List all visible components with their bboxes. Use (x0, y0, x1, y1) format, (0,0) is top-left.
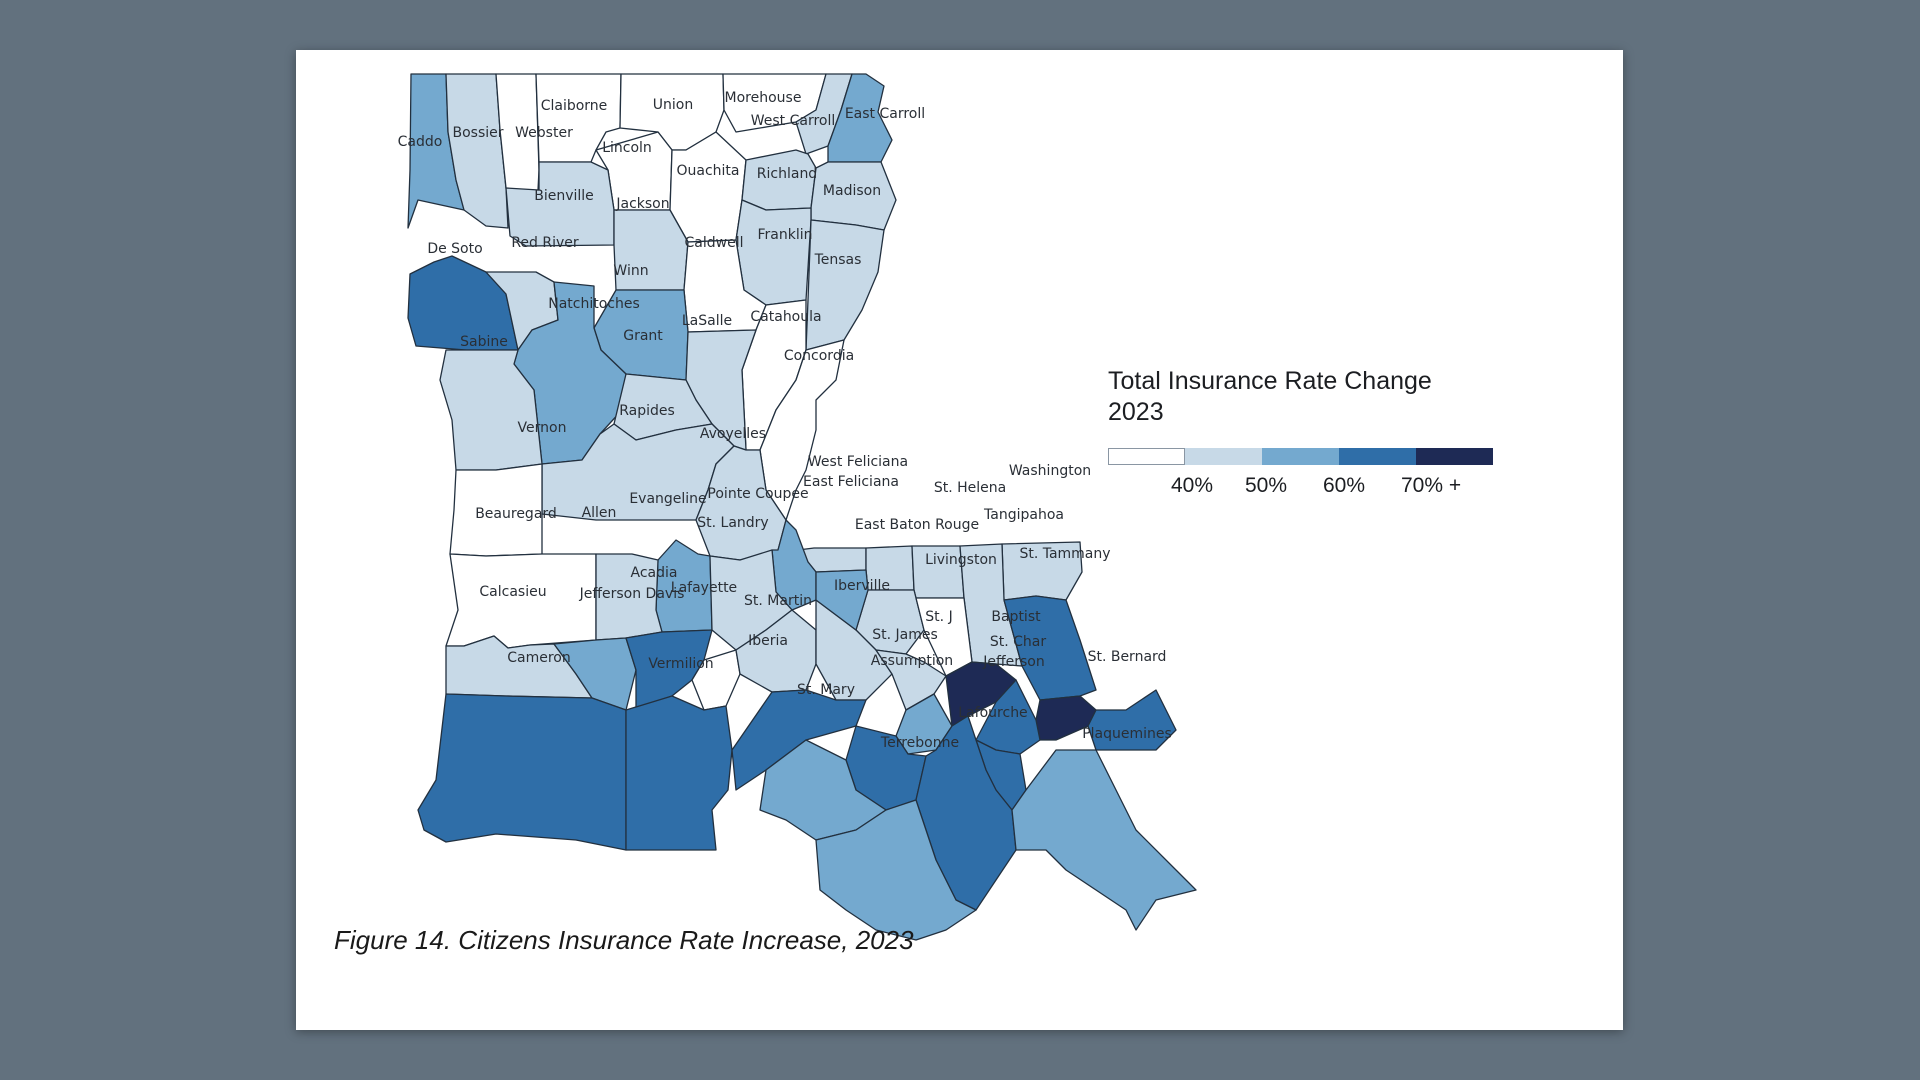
parish-labels: Caddo Bossier Webster Claiborne Union Morehou… (398, 90, 1172, 751)
parish-label-st-tammany: St. Tammany (1019, 546, 1110, 562)
parish-label-madison: Madison (823, 183, 881, 199)
parish-label-jefferson: Jefferson (982, 654, 1045, 670)
parish-vermilion (625, 695, 733, 851)
parish-label-terrebonne: Terrebonne (880, 735, 959, 751)
parish-label-st-martin: St. Martin (744, 593, 812, 609)
parish-label-livingston: Livingston (925, 552, 997, 568)
parish-label-allen: Allen (582, 505, 617, 521)
parish-label-calcasieu: Calcasieu (479, 584, 546, 600)
parish-label-natchitoches: Natchitoches (548, 296, 640, 312)
parish-label-east-baton-rouge: East Baton Rouge (855, 517, 979, 533)
parish-label-baptist: Baptist (991, 609, 1041, 625)
parish-label-evangeline: Evangeline (629, 491, 706, 507)
parish-label-washington: Washington (1009, 463, 1091, 479)
parish-label-west-feliciana: West Feliciana (808, 454, 908, 470)
parish-label-cameron: Cameron (507, 650, 571, 666)
parish-beauregard (445, 553, 597, 649)
parish-label-st-bernard: St. Bernard (1088, 649, 1167, 665)
parish-label-st-mary: St. Mary (797, 682, 855, 698)
parish-label-richland: Richland (757, 166, 817, 182)
parish-label-acadia: Acadia (631, 565, 678, 581)
parish-jefferson-davis (553, 637, 637, 711)
legend-tick-60: 60% (1323, 474, 1366, 497)
parish-label-st-helena: St. Helena (934, 480, 1006, 496)
parish-label-de-soto: De Soto (427, 241, 482, 257)
parish-label-franklin: Franklin (757, 227, 812, 243)
parish-label-webster: Webster (515, 125, 573, 141)
parish-label-pointe-coupee: Pointe Coupee (707, 486, 808, 502)
parish-label-union: Union (653, 97, 693, 113)
parish-label-iberville: Iberville (834, 578, 890, 594)
parish-label-red-river: Red River (511, 235, 579, 251)
parish-label-lincoln: Lincoln (602, 140, 652, 156)
parish-label-caddo: Caddo (398, 134, 443, 150)
figure-caption: Figure 14. Citizens Insurance Rate Incre… (334, 925, 914, 955)
legend-title-line1: Total Insurance Rate Change (1108, 367, 1432, 395)
legend-tick-50: 50% (1245, 474, 1288, 497)
parish-shapes (407, 73, 1197, 941)
parish-label-rapides: Rapides (619, 403, 675, 419)
parish-label-tangipahoa: Tangipahoa (983, 507, 1064, 523)
parish-label-catahoula: Catahoula (750, 309, 821, 325)
parish-label-vernon: Vernon (518, 420, 567, 436)
parish-iberia (731, 689, 867, 791)
parish-label-east-feliciana: East Feliciana (803, 474, 899, 490)
legend-color-bar (1108, 448, 1493, 465)
parish-east-carroll (827, 73, 893, 163)
parish-st-bernard (1087, 689, 1177, 751)
parish-label-sabine: Sabine (460, 334, 508, 350)
parish-label-caldwell: Caldwell (685, 235, 744, 251)
parish-label-st-james: St. James (872, 627, 938, 643)
parish-label-claiborne: Claiborne (541, 98, 608, 114)
parish-label-lafayette: Lafayette (671, 580, 737, 596)
parish-label-bossier: Bossier (452, 125, 503, 141)
parish-label-lafourche: Lafourche (958, 705, 1027, 721)
parish-label-east-carroll: East Carroll (845, 106, 925, 122)
parish-label-winn: Winn (613, 263, 648, 279)
parish-st-tammany (1003, 595, 1097, 701)
parish-label-bienville: Bienville (534, 188, 594, 204)
parish-label-assumption: Assumption (871, 653, 953, 669)
parish-label-plaquemines: Plaquemines (1082, 726, 1172, 742)
parish-plaquemines (1011, 749, 1197, 931)
figure-card: Caddo Bossier Webster Claiborne Union Morehou… (296, 50, 1623, 1030)
parish-label-avoyelles: Avoyelles (700, 426, 766, 442)
parish-label-tensas: Tensas (814, 252, 862, 268)
parish-label-vermilion: Vermilion (648, 656, 713, 672)
legend-tick-70: 70% + (1401, 474, 1462, 497)
legend-swatch-3 (1339, 448, 1416, 465)
parish-bienville (505, 161, 615, 247)
parish-label-grant: Grant (623, 328, 663, 344)
legend-swatch-4 (1416, 448, 1493, 465)
parish-ascension (875, 649, 947, 711)
parish-label-beauregard: Beauregard (475, 506, 557, 522)
parish-label-jefferson-davis: Jefferson Davis (579, 586, 685, 602)
parish-label-west-carroll: West Carroll (751, 113, 836, 129)
legend-swatch-0 (1108, 448, 1185, 465)
legend-tick-40: 40% (1171, 474, 1214, 497)
parish-label-morehouse: Morehouse (725, 90, 802, 106)
parish-label-jackson: Jackson (615, 196, 669, 212)
legend-title-line2: 2023 (1108, 398, 1164, 426)
parish-concordia (759, 339, 845, 521)
parish-tensas (805, 219, 885, 351)
legend-swatch-1 (1185, 448, 1262, 465)
parish-label-st-char: St. Char (990, 634, 1047, 650)
parish-label-ouachita: Ouachita (677, 163, 740, 179)
legend-ticks: 40% 50% 60% 70% + (1108, 474, 1508, 504)
parish-avoyelles (695, 445, 787, 561)
parish-franklin (735, 199, 812, 306)
parish-cameron (417, 693, 627, 851)
legend-title: Total Insurance Rate Change 2023 (1108, 366, 1488, 428)
parish-west-baton-rouge (815, 569, 869, 631)
louisiana-parish-map: Caddo Bossier Webster Claiborne Union Morehou… (398, 73, 1197, 941)
parish-label-concordia: Concordia (784, 348, 854, 364)
parish-label-st-landry: St. Landry (697, 515, 768, 531)
parish-label-lasalle: LaSalle (682, 313, 732, 329)
parish-label-iberia: Iberia (748, 633, 788, 649)
legend-swatch-2 (1262, 448, 1339, 465)
parish-terrebonne (815, 799, 977, 941)
parish-label-st-j: St. J (925, 609, 952, 625)
